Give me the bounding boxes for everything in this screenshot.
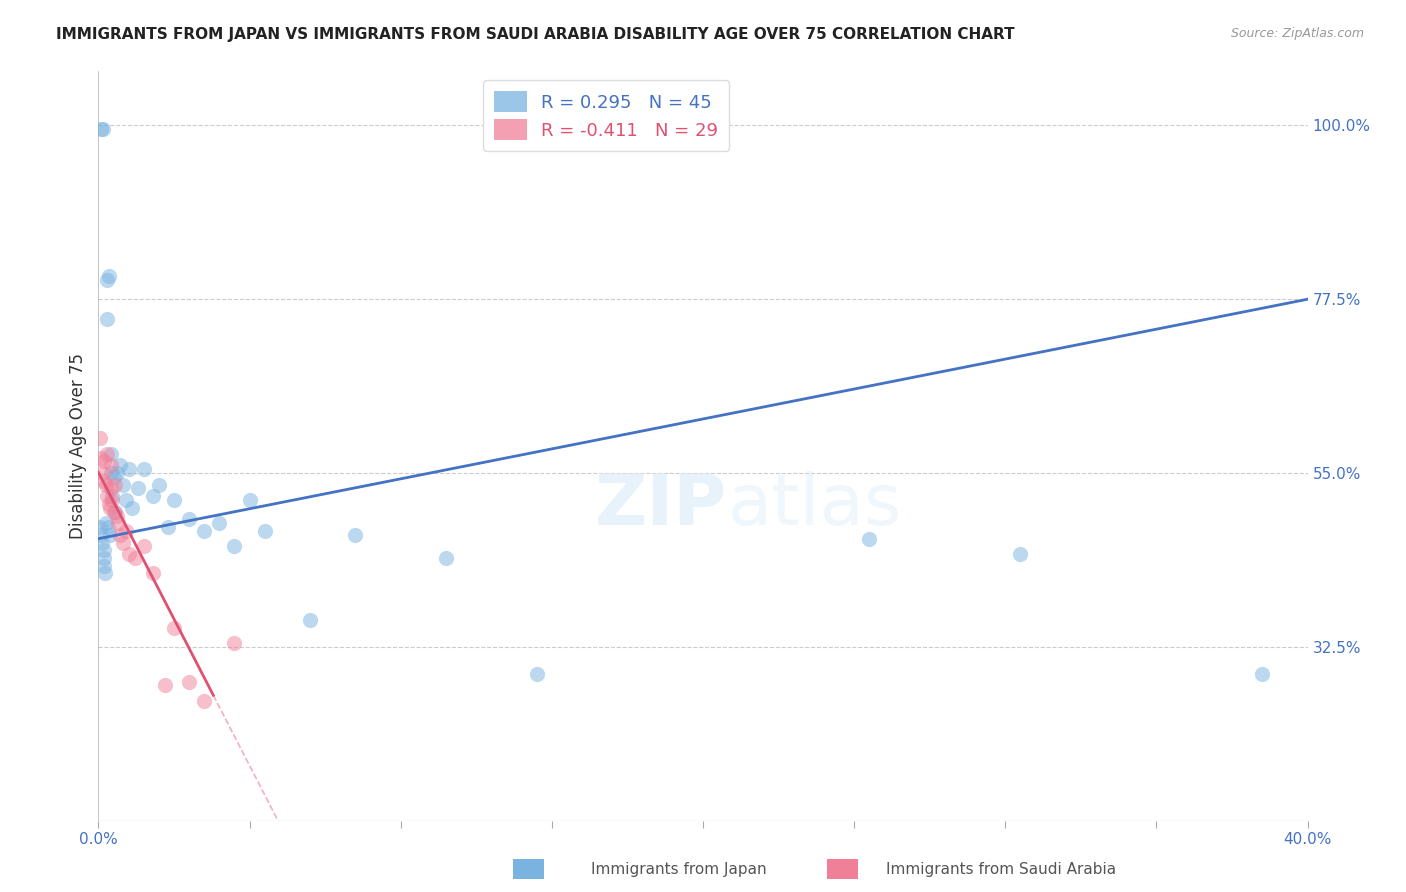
Point <box>156 520 179 534</box>
Text: Source: ZipAtlas.com: Source: ZipAtlas.com <box>1230 27 1364 40</box>
Point <box>121 500 143 515</box>
Y-axis label: Disability Age Over 75: Disability Age Over 75 <box>69 353 87 539</box>
Point <box>98 497 121 511</box>
Point <box>89 431 111 445</box>
Point <box>193 524 215 538</box>
Point <box>1010 547 1032 561</box>
Point <box>253 524 276 538</box>
Point <box>101 493 124 508</box>
Point <box>107 516 129 531</box>
Point <box>105 466 128 480</box>
Point <box>100 466 122 480</box>
Point <box>96 273 118 287</box>
Point <box>94 477 117 491</box>
Point <box>132 540 155 554</box>
Point <box>179 512 201 526</box>
Point <box>299 613 322 627</box>
Point <box>96 447 118 461</box>
Point <box>526 666 548 681</box>
Point <box>104 505 127 519</box>
Point <box>114 524 136 538</box>
Point <box>100 447 122 461</box>
Point <box>100 482 122 496</box>
Point <box>91 535 114 549</box>
Point <box>224 636 246 650</box>
Point <box>98 500 121 515</box>
Text: Immigrants from Japan: Immigrants from Japan <box>591 863 766 877</box>
Point <box>118 547 141 561</box>
Point <box>90 528 112 542</box>
Point <box>163 493 186 508</box>
Point <box>1251 666 1274 681</box>
Point <box>104 477 127 491</box>
Point <box>148 477 170 491</box>
Point <box>98 528 121 542</box>
Point <box>93 454 115 468</box>
Point <box>98 268 121 283</box>
Point <box>101 489 124 503</box>
Point <box>127 482 149 496</box>
Point <box>124 551 146 566</box>
Point <box>193 694 215 708</box>
Point <box>142 566 165 581</box>
Point <box>100 458 122 473</box>
Legend: R = 0.295   N = 45, R = -0.411   N = 29: R = 0.295 N = 45, R = -0.411 N = 29 <box>484 80 730 151</box>
Point <box>93 558 115 573</box>
Point <box>434 551 457 566</box>
Point <box>344 528 367 542</box>
Point <box>93 474 115 488</box>
Point <box>108 528 131 542</box>
Point <box>114 493 136 508</box>
Point <box>142 489 165 503</box>
Point <box>858 532 880 546</box>
Point <box>96 489 118 503</box>
Point <box>132 462 155 476</box>
Point <box>224 540 246 554</box>
Point <box>111 477 134 491</box>
Point <box>105 508 128 523</box>
Point <box>103 505 125 519</box>
Point <box>239 493 262 508</box>
Point <box>208 516 231 531</box>
Point <box>163 621 186 635</box>
Point <box>93 543 115 558</box>
Point <box>93 551 115 566</box>
Text: IMMIGRANTS FROM JAPAN VS IMMIGRANTS FROM SAUDI ARABIA DISABILITY AGE OVER 75 COR: IMMIGRANTS FROM JAPAN VS IMMIGRANTS FROM… <box>56 27 1015 42</box>
Point <box>94 516 117 531</box>
Point <box>103 470 125 484</box>
Point <box>91 122 114 136</box>
Text: atlas: atlas <box>727 472 901 541</box>
Text: ZIP: ZIP <box>595 472 727 541</box>
Text: Immigrants from Saudi Arabia: Immigrants from Saudi Arabia <box>886 863 1116 877</box>
Point <box>153 678 176 692</box>
Point <box>179 674 201 689</box>
Point <box>96 311 118 326</box>
Point <box>90 122 112 136</box>
Point <box>118 462 141 476</box>
Point <box>94 566 117 581</box>
Point <box>97 520 120 534</box>
Point <box>108 458 131 473</box>
Point <box>111 535 134 549</box>
Point <box>89 520 111 534</box>
Point <box>90 450 112 465</box>
Point <box>91 466 114 480</box>
